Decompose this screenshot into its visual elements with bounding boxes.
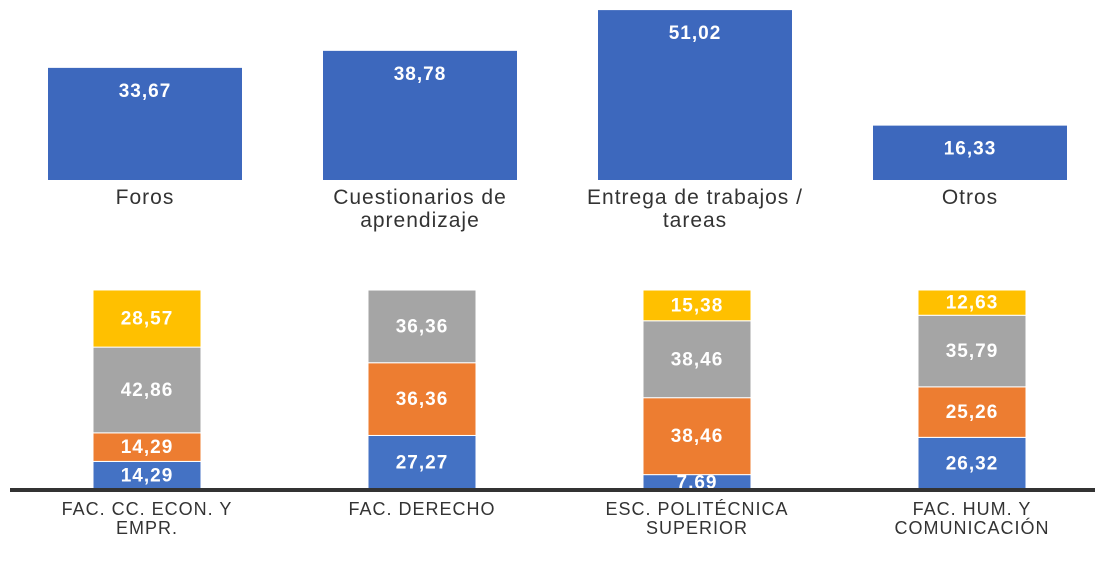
category-label: Foros xyxy=(115,186,175,209)
data-label: 25,26 xyxy=(946,402,999,423)
data-label: 15,38 xyxy=(671,295,724,316)
bar-segment xyxy=(367,289,477,364)
data-label: 33,67 xyxy=(119,81,172,102)
bar-segment xyxy=(367,362,477,436)
bar-segment xyxy=(92,289,202,348)
bar-segment xyxy=(642,320,752,399)
category-label: ESC. POLITÉCNICA SUPERIOR xyxy=(605,499,789,538)
data-label: 38,78 xyxy=(394,64,447,85)
data-label: 26,32 xyxy=(946,454,999,475)
data-label: 14,29 xyxy=(121,437,174,458)
bar xyxy=(323,50,517,181)
category-label: FAC. CC. ECON. Y EMPR. xyxy=(61,499,233,538)
data-label: 38,46 xyxy=(671,349,724,370)
bar xyxy=(48,67,242,180)
data-label: 28,57 xyxy=(121,309,174,330)
data-label: 27,27 xyxy=(396,453,449,474)
data-label: 35,79 xyxy=(946,341,999,362)
data-label: 38,46 xyxy=(671,426,724,447)
category-label: Otros xyxy=(941,186,999,209)
bar xyxy=(598,10,792,181)
category-label: FAC. HUM. Y COMUNICACIÓN xyxy=(894,499,1050,538)
bar-segment xyxy=(917,289,1027,316)
bar-segment xyxy=(92,460,202,491)
category-label: Entrega de trabajos / tareas xyxy=(587,186,803,233)
bar-segment xyxy=(642,289,752,322)
bar-segment xyxy=(917,314,1027,388)
data-label: 36,36 xyxy=(396,316,449,337)
bar xyxy=(873,125,1067,180)
data-label: 16,33 xyxy=(944,139,997,160)
data-label: 12,63 xyxy=(946,293,999,314)
data-label: 42,86 xyxy=(121,380,174,401)
data-label: 14,29 xyxy=(121,466,174,487)
data-label: 51,02 xyxy=(669,23,722,44)
category-label: FAC. DERECHO xyxy=(348,499,496,519)
category-label: Cuestionarios de aprendizaje xyxy=(333,186,507,233)
bar-segment xyxy=(642,397,752,476)
data-label: 36,36 xyxy=(396,389,449,410)
